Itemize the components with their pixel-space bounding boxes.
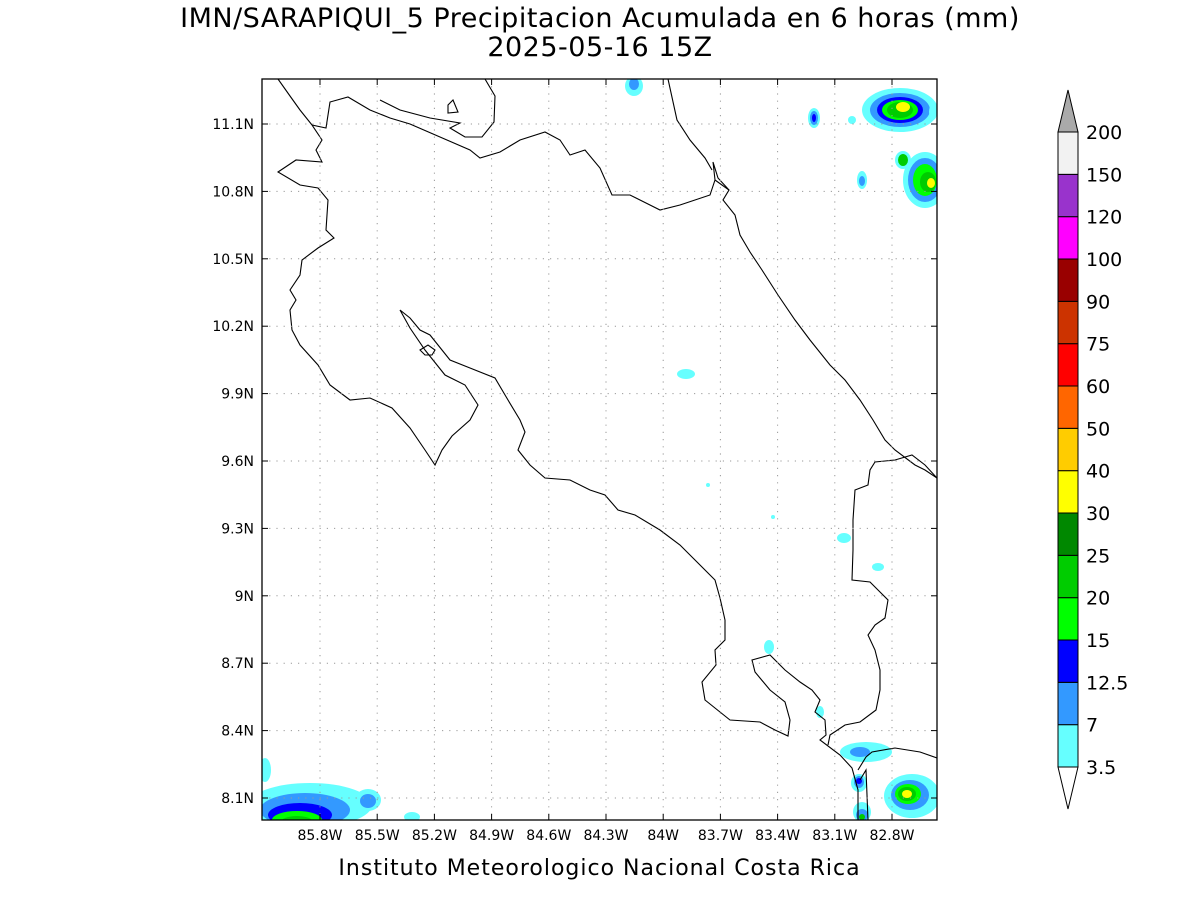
lat-label: 11.1N [212,117,254,133]
precipitation-field [262,79,937,820]
colorbar-label: 30 [1086,503,1110,525]
lat-label: 10.2N [212,319,254,335]
colorbar-label: 12.5 [1086,672,1128,694]
colorbar-swatch [1057,554,1079,599]
lat-label: 8.4N [221,724,254,740]
colorbar-swatch [1057,681,1079,726]
colorbar-label: 90 [1086,291,1110,313]
colorbar-label: 60 [1086,376,1110,398]
lat-label: 9N [235,589,254,605]
colorbar-label: 75 [1086,334,1110,356]
colorbar-swatch [1057,131,1079,175]
lon-label: 83.4W [755,828,800,844]
colorbar-swatch [1057,300,1079,345]
lon-label: 85.8W [297,828,342,844]
coastline [276,79,937,820]
colorbar-label: 50 [1086,418,1110,440]
colorbar-swatch [1057,173,1079,218]
colorbar-label: 25 [1086,545,1110,567]
colorbar-swatch [1057,427,1079,472]
colorbar-label: 20 [1086,588,1110,610]
colorbar-swatch [1057,470,1079,514]
map-datetime: 2025-05-16 15Z [487,32,713,63]
latitude-labels: 11.1N 10.8N 10.5N 10.2N 9.9N 9.6N 9.3N 9N 8.7N 8.… [212,117,937,807]
colorbar-label: 150 [1086,164,1122,186]
map-grid [262,79,937,820]
lon-label: 82.8W [869,828,914,844]
colorbar-swatch [1057,385,1079,429]
colorbar-swatch [1057,724,1079,768]
lon-label: 83.1W [812,828,857,844]
lon-label: 84.6W [526,828,571,844]
colorbar-swatch [1057,258,1079,302]
lat-label: 10.8N [212,184,254,200]
colorbar-label: 40 [1086,461,1110,483]
colorbar-swatch [1057,597,1079,641]
lat-label: 9.6N [221,454,254,470]
longitude-labels: 85.8W 85.5W 85.2W 84.9W 84.6W 84.3W 84W 83.7W 83… [297,79,915,844]
lat-label: 8.7N [221,656,254,672]
lon-label: 84.3W [583,828,628,844]
lon-label: 83.7W [698,828,743,844]
footer-credit: Instituto Meteorologico Nacional Costa R… [338,856,861,881]
colorbar-legend: 3.5 7 12.5 15 20 25 30 40 50 60 75 90 100 120 150 200 [1057,89,1128,810]
plot-frame [261,78,938,821]
colorbar-label: 15 [1086,630,1110,652]
map-title: IMN/SARAPIQUI_5 Precipitacion Acumulada … [180,3,1020,34]
lat-label: 9.9N [221,387,254,403]
colorbar-label: 120 [1086,207,1122,229]
lat-label: 9.3N [221,521,254,537]
colorbar-lower-arrow [1057,766,1079,810]
colorbar-upper-arrow [1057,89,1079,133]
colorbar-label: 3.5 [1086,757,1116,779]
lat-label: 8.1N [221,791,254,807]
lon-label: 85.2W [412,828,457,844]
colorbar-swatch [1057,512,1079,556]
lat-label: 10.5N [212,252,254,268]
colorbar-swatch [1057,343,1079,387]
colorbar-swatch [1057,639,1079,683]
colorbar-swatch [1057,216,1079,260]
lon-label: 84.9W [469,828,514,844]
colorbar-label: 7 [1086,715,1098,737]
lon-label: 84W [647,828,679,844]
lon-label: 85.5W [355,828,400,844]
colorbar-label: 100 [1086,249,1122,271]
colorbar-label: 200 [1086,122,1122,144]
